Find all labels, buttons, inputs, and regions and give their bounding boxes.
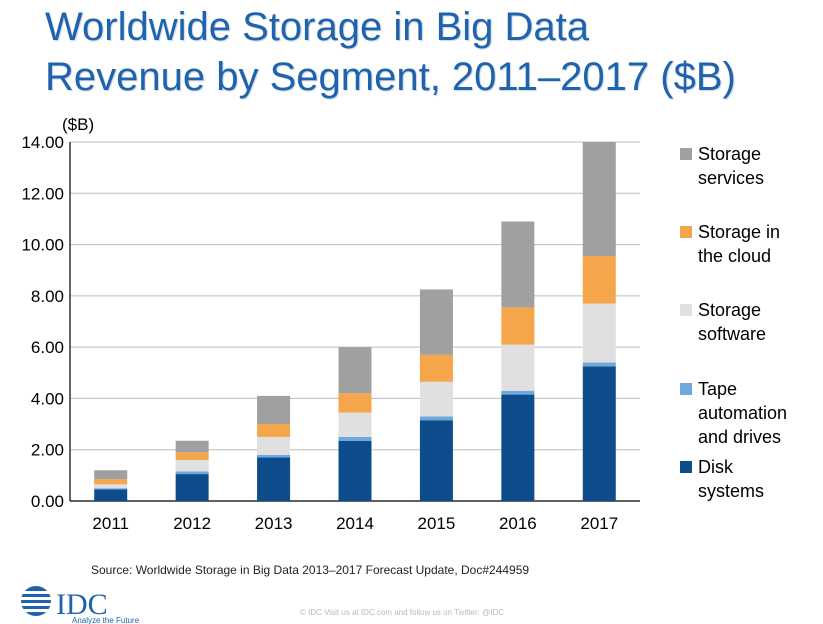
bar-segment [94, 479, 128, 485]
chart-gridlines [69, 141, 640, 502]
legend-label: Storage [698, 300, 761, 320]
bar-segment [175, 459, 209, 472]
legend-label: and drives [698, 427, 781, 447]
bar-segment [257, 436, 291, 455]
y-tick-label: 4.00 [31, 389, 64, 408]
bar-segment [175, 474, 209, 501]
bar-segment [419, 354, 453, 382]
bar-segment [94, 484, 128, 489]
x-tick-label: 2015 [418, 514, 456, 533]
legend-label: systems [698, 481, 764, 501]
bar-segment [175, 471, 209, 475]
legend-swatch [680, 304, 692, 316]
x-tick-label: 2017 [580, 514, 618, 533]
bar-segment [419, 420, 453, 501]
bar-segment [501, 394, 535, 501]
bar-segment [338, 393, 372, 413]
idc-logo: IDC Analyze the Future [19, 586, 140, 624]
bar-segment [501, 221, 535, 308]
legend-label: Tape [698, 379, 737, 399]
bar-segment [257, 454, 291, 458]
legend-label: the cloud [698, 246, 771, 266]
x-tick-label: 2014 [336, 514, 374, 533]
legend-swatch [680, 148, 692, 160]
stacked-bar-chart: 0.00 2.00 4.00 6.00 8.00 10.00 12.00 14.00 2011… [21, 115, 787, 533]
bar-segment [94, 488, 128, 490]
logo-tagline: Analyze the Future [72, 616, 140, 624]
legend-label: services [698, 168, 764, 188]
bar-segment [419, 381, 453, 417]
y-axis-unit-label: ($B) [62, 115, 94, 134]
chart-title: Worldwide Storage in Big Data Revenue by… [45, 2, 815, 102]
bar-segment [257, 424, 291, 437]
x-axis-tick-labels: 2011 2012 2013 2014 2015 2016 2017 [92, 514, 618, 533]
y-tick-label: 8.00 [31, 287, 64, 306]
bar-segment [582, 256, 616, 304]
legend-label: software [698, 324, 766, 344]
source-note: Source: Worldwide Storage in Big Data 20… [91, 563, 530, 577]
legend-label: Disk [698, 457, 734, 477]
y-tick-label: 10.00 [21, 236, 64, 255]
y-tick-label: 14.00 [21, 133, 64, 152]
y-axis-tick-labels: 0.00 2.00 4.00 6.00 8.00 10.00 12.00 14.00 [21, 133, 64, 511]
logo-text: IDC [56, 588, 108, 621]
legend-swatch [680, 461, 692, 473]
bar-segment [338, 440, 372, 501]
bar-segment [419, 416, 453, 421]
chart-bars [94, 142, 616, 501]
y-tick-label: 2.00 [31, 441, 64, 460]
bar-segment [94, 489, 128, 501]
legend-label: Storage [698, 144, 761, 164]
bar-segment [501, 390, 535, 395]
bar-segment [175, 440, 209, 453]
bar-segment [94, 470, 128, 480]
bar-segment [419, 289, 453, 355]
legend-label: automation [698, 403, 787, 423]
bar-segment [338, 347, 372, 394]
bar-segment [257, 457, 291, 501]
bar-segment [175, 452, 209, 460]
bar-segment [338, 436, 372, 441]
x-tick-label: 2016 [499, 514, 537, 533]
y-tick-label: 12.00 [21, 184, 64, 203]
bar-segment [501, 344, 535, 391]
title-line-2: Revenue by Segment, 2011–2017 ($B) [45, 55, 736, 99]
chart-legend: Storage services Storage in the cloud Storag… [680, 144, 787, 501]
bar-segment [582, 366, 616, 501]
bar-segment [338, 412, 372, 437]
y-tick-label: 0.00 [31, 492, 64, 511]
bar-segment [582, 303, 616, 363]
globe-icon [19, 586, 53, 616]
legend-label: Storage in [698, 222, 780, 242]
x-tick-label: 2012 [173, 514, 211, 533]
y-tick-label: 6.00 [31, 338, 64, 357]
bar-segment [582, 142, 616, 257]
x-tick-label: 2013 [255, 514, 293, 533]
legend-swatch [680, 226, 692, 238]
bar-segment [257, 395, 291, 425]
footer-note: © IDC Visit us at IDC.com and follow us … [300, 608, 505, 617]
bar-segment [582, 362, 616, 367]
bar-segment [501, 307, 535, 345]
x-tick-label: 2011 [92, 514, 129, 533]
legend-swatch [680, 383, 692, 395]
title-line-1: Worldwide Storage in Big Data [45, 5, 589, 49]
